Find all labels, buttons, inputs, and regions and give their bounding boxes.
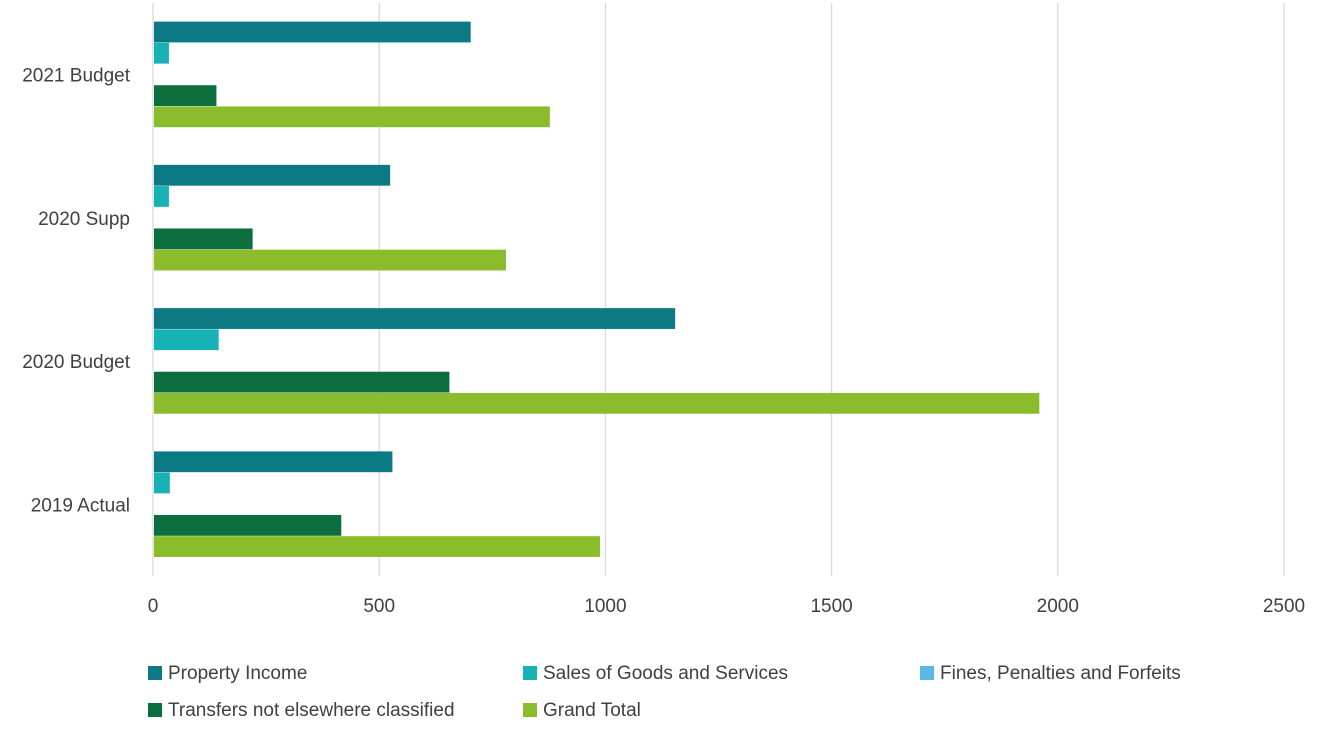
category-label: 2020 Supp	[38, 209, 130, 230]
bar-grand-total-2019-actual	[154, 536, 601, 557]
x-tick-label: 2000	[1037, 596, 1079, 617]
category-label: 2019 Actual	[31, 495, 130, 516]
legend-swatch	[920, 666, 934, 680]
legend: Property Income Sales of Goods and Servic…	[148, 663, 1181, 721]
bar-property-income-2021-budget	[154, 21, 471, 43]
bar-sales-of-goods-and-services-2019-actual	[154, 472, 170, 494]
legend-swatch	[523, 703, 537, 717]
x-tick-label: 1500	[810, 596, 852, 617]
x-tick-label: 2500	[1263, 596, 1305, 617]
bars	[154, 21, 1040, 557]
x-tick-label: 0	[148, 596, 159, 617]
bar-transfers-not-elsewhere-classified-2021-budget	[154, 85, 217, 107]
legend-label: Property Income	[168, 663, 307, 684]
legend-swatch	[523, 666, 537, 680]
legend-label: Transfers not elsewhere classified	[168, 700, 455, 721]
x-tick-label: 1000	[584, 596, 626, 617]
bar-property-income-2020-supp	[154, 164, 391, 186]
bar-grand-total-2020-budget	[154, 392, 1040, 414]
bar-sales-of-goods-and-services-2020-supp	[154, 186, 169, 207]
bar-sales-of-goods-and-services-2020-budget	[154, 329, 219, 351]
legend-swatch	[148, 703, 162, 717]
bar-transfers-not-elsewhere-classified-2019-actual	[154, 514, 342, 536]
bar-grand-total-2020-supp	[154, 249, 506, 271]
legend-swatch	[148, 666, 162, 680]
legend-label: Grand Total	[543, 700, 641, 721]
bar-property-income-2020-budget	[154, 308, 676, 329]
x-tick-label: 500	[363, 596, 395, 617]
category-label: 2020 Budget	[22, 352, 130, 373]
bar-grand-total-2021-budget	[154, 106, 550, 128]
bar-sales-of-goods-and-services-2021-budget	[154, 42, 169, 64]
bar-transfers-not-elsewhere-classified-2020-supp	[154, 228, 253, 250]
axes: 0 500 1000 1500 2000 2500 2021 Budget 2020 Supp…	[22, 3, 1305, 617]
category-label: 2021 Budget	[22, 66, 130, 87]
legend-label: Fines, Penalties and Forfeits	[940, 663, 1181, 684]
bar-transfers-not-elsewhere-classified-2020-budget	[154, 371, 450, 393]
gridlines	[378, 3, 1285, 576]
legend-label: Sales of Goods and Services	[543, 663, 788, 684]
bar-property-income-2019-actual	[154, 451, 393, 473]
